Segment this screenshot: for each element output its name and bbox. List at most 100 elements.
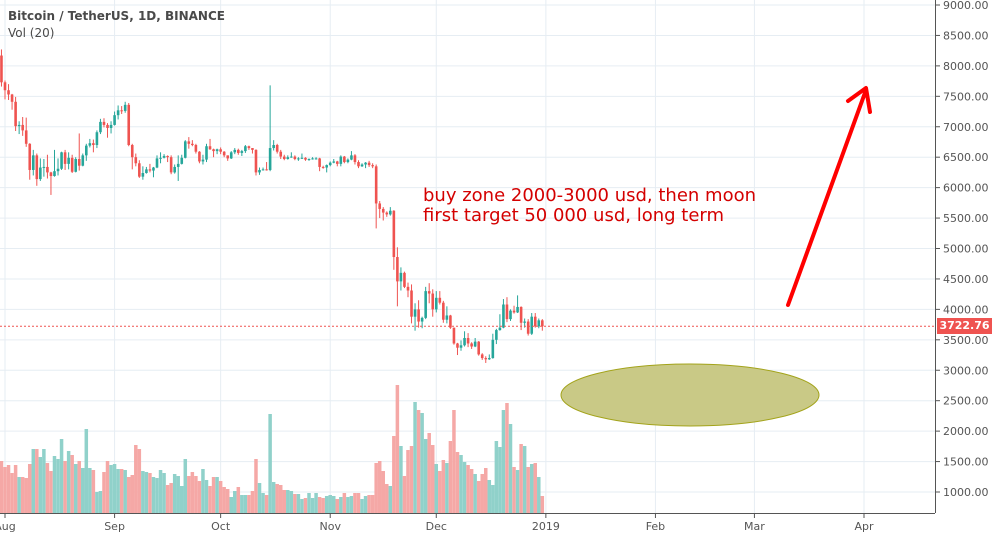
volume-bar — [49, 471, 53, 513]
candle-body — [456, 343, 459, 348]
target-arrow[interactable] — [786, 86, 872, 307]
candle-body — [445, 315, 449, 320]
volume-bar — [494, 441, 499, 513]
candle-body — [318, 158, 321, 167]
volume-bar — [286, 490, 290, 513]
candle-body — [314, 158, 318, 160]
candle-body — [300, 157, 304, 159]
candle-body — [244, 146, 247, 152]
y-tick-label: 1000.00 — [943, 486, 989, 499]
volume-bar — [480, 474, 484, 513]
x-tick-label: Apr — [854, 520, 874, 533]
candle-body — [519, 306, 523, 323]
candle-body — [134, 157, 138, 164]
annotation-text[interactable]: buy zone 2000-3000 usd, then moon first … — [423, 186, 756, 226]
volume-bar — [508, 424, 513, 513]
candle-body — [81, 155, 85, 166]
volume-bar — [130, 475, 135, 513]
volume-bar — [243, 495, 248, 513]
volume-indicator-label[interactable]: Vol (20) — [8, 26, 55, 40]
candle-body — [261, 169, 265, 171]
candle-body — [523, 321, 526, 323]
candle-body — [251, 148, 254, 150]
volume-bar — [261, 493, 265, 513]
volume-bar — [395, 385, 400, 513]
candle-body — [67, 157, 70, 164]
candle-body — [442, 302, 445, 320]
buy-zone-ellipse[interactable] — [560, 363, 820, 427]
candle-body — [530, 316, 534, 334]
candle-body — [491, 339, 495, 359]
volume-bar — [211, 477, 216, 513]
candle-body — [138, 163, 141, 177]
volume-bar — [0, 461, 4, 513]
x-tick-label: Sep — [104, 520, 125, 533]
volume-bar — [88, 468, 92, 513]
annotation-line-2: first target 50 000 usd, long term — [423, 205, 725, 226]
candle-body — [191, 143, 194, 146]
volume-bar — [392, 436, 396, 513]
time-axis[interactable]: Aug Sep Oct Nov Dec 2019 Feb Mar Apr — [0, 513, 874, 533]
volume-bar — [445, 463, 449, 513]
candle-body — [406, 286, 410, 291]
volume-bar — [116, 469, 120, 513]
candle-body — [311, 158, 314, 160]
candle-body — [378, 203, 382, 209]
volume-bar — [172, 474, 177, 513]
candle-body — [272, 145, 275, 149]
candle-body — [88, 143, 92, 146]
candle-body — [205, 146, 208, 160]
volume-bar — [70, 455, 74, 513]
volume-bar — [388, 486, 393, 513]
candle-body — [173, 166, 176, 173]
candle-body — [297, 158, 300, 160]
volume-bar — [282, 490, 287, 513]
candle-body — [194, 145, 198, 152]
y-tick-label: 8500.00 — [943, 29, 989, 42]
candle-body — [141, 173, 145, 177]
volume-bar — [222, 487, 226, 513]
volume-bar — [165, 485, 170, 513]
candle-body — [533, 316, 537, 327]
x-tick-label: 2019 — [532, 520, 560, 533]
volume-bar — [6, 465, 11, 513]
candle-body — [410, 290, 413, 317]
volume-bar — [324, 496, 329, 513]
candle-body — [357, 162, 360, 167]
volume-bar — [484, 468, 488, 513]
candle-body — [343, 156, 346, 163]
volume-bar — [183, 459, 188, 513]
volume-bar — [434, 464, 439, 513]
volume-bar — [385, 484, 389, 513]
candle-body — [152, 167, 155, 171]
candle-body — [350, 155, 353, 160]
symbol-title[interactable]: Bitcoin / TetherUS, 1D, BINANCE — [8, 9, 225, 23]
volume-bar — [339, 497, 343, 513]
candle-body — [438, 297, 442, 303]
candle-body — [35, 155, 39, 180]
y-tick-label: 6000.00 — [943, 182, 989, 195]
candle-body — [434, 297, 438, 310]
volume-bar — [512, 467, 516, 513]
volume-bar — [190, 472, 195, 513]
candle-body — [403, 272, 406, 287]
candle-body — [10, 94, 14, 102]
volume-bar — [399, 446, 403, 513]
y-tick-label: 3500.00 — [943, 334, 989, 347]
volume-bar — [73, 464, 78, 513]
volume-bar — [526, 467, 530, 513]
price-axis[interactable]: 9000.00 8500.00 8000.00 7500.00 7000.00 6500.… — [935, 0, 989, 499]
candle-body — [169, 157, 173, 173]
candle-body — [265, 169, 268, 171]
volume-bar — [353, 493, 357, 513]
volume-bar — [218, 481, 223, 513]
volume-bar — [13, 465, 18, 513]
candle-body — [417, 309, 420, 322]
volume-bar — [537, 477, 541, 513]
candle-body — [321, 166, 325, 168]
volume-bar — [81, 468, 85, 513]
candle-body — [353, 155, 357, 163]
candle-body — [328, 162, 332, 166]
volume-bar — [208, 486, 212, 513]
